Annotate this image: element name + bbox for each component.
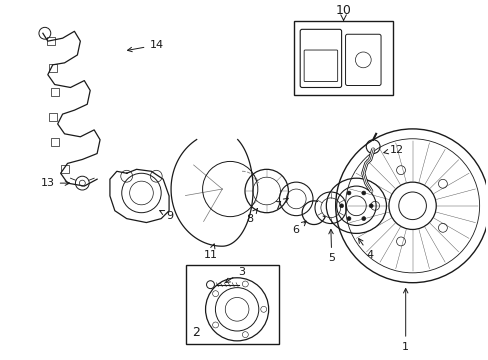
Text: 13: 13 (41, 178, 69, 188)
Text: 12: 12 (383, 145, 403, 154)
Text: 14: 14 (127, 40, 163, 52)
Bar (49, 113, 57, 121)
Text: 9: 9 (160, 211, 173, 221)
Circle shape (346, 191, 350, 195)
Circle shape (361, 217, 365, 221)
Circle shape (368, 204, 372, 208)
Text: 3: 3 (225, 267, 244, 283)
Bar (51, 89, 59, 96)
Bar (61, 165, 68, 173)
Text: 8: 8 (245, 208, 257, 224)
Text: 4: 4 (358, 239, 373, 260)
Bar (294, 22, 392, 95)
Text: 5: 5 (327, 229, 335, 263)
Bar (51, 138, 59, 146)
Bar (49, 64, 57, 72)
Circle shape (361, 191, 365, 195)
Text: 10: 10 (335, 4, 351, 17)
Bar (185, 265, 279, 344)
Circle shape (339, 204, 343, 208)
Text: 7: 7 (274, 198, 287, 211)
Bar (47, 37, 55, 45)
Text: 1: 1 (401, 288, 408, 352)
Text: 6: 6 (292, 221, 305, 235)
Text: 2: 2 (191, 326, 199, 339)
Circle shape (346, 217, 350, 221)
Text: 11: 11 (203, 244, 217, 260)
